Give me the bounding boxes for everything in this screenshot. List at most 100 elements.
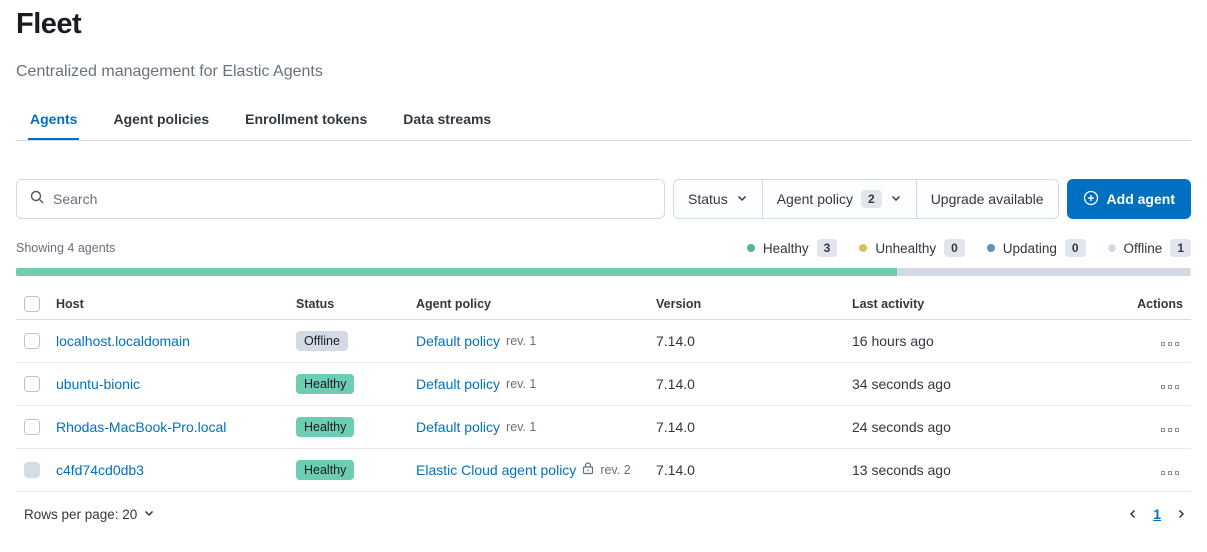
version-value: 7.14.0 [656,376,695,392]
row-checkbox[interactable] [24,376,40,392]
column-header-last-activity: Last activity [852,296,925,311]
legend-count-badge: 3 [816,239,838,257]
column-header-host: Host [56,296,84,311]
tab-agents[interactable]: Agents [28,111,79,140]
search-box[interactable] [16,179,666,219]
filter-group: Status Agent policy 2 Upgrade available [673,179,1059,219]
summary-row: Showing 4 agents Healthy 3 Unhealthy 0 U… [16,239,1191,257]
agent-policy-count-badge: 2 [861,190,882,208]
last-activity-value: 13 seconds ago [852,462,951,478]
tab-data-streams[interactable]: Data streams [403,111,492,127]
host-link[interactable]: ubuntu-bionic [56,376,141,392]
table-row: localhost.localdomain Offline Default po… [16,320,1191,363]
agents-table: Host Status Agent policy Version Last ac… [16,288,1191,492]
row-checkbox[interactable] [24,419,40,435]
table-header-row: Host Status Agent policy Version Last ac… [16,288,1191,320]
last-activity-value: 24 seconds ago [852,419,951,435]
column-header-agent-policy: Agent policy [416,296,492,311]
rows-per-page-button[interactable]: Rows per page: 20 [16,507,155,522]
host-link[interactable]: Rhodas-MacBook-Pro.local [56,419,227,435]
chevron-down-icon [890,191,902,207]
last-activity-value: 34 seconds ago [852,376,951,392]
pagination: 1 [1127,506,1191,522]
table-row: ubuntu-bionic Healthy Default policy rev… [16,363,1191,406]
legend-item-updating: Updating 0 [986,239,1086,257]
table-row: c4fd74cd0db3 Healthy Elastic Cloud agent… [16,449,1191,492]
agents-count-text: Showing 4 agents [16,241,116,255]
toolbar: Status Agent policy 2 Upgrade available [16,179,1191,219]
fleet-page: Fleet Centralized management for Elastic… [16,8,1191,522]
legend-dot [859,244,868,252]
legend-item-offline: Offline 1 [1107,239,1191,257]
row-checkbox-disabled [24,462,40,478]
row-actions-icon[interactable] [1157,467,1183,479]
search-icon [29,189,45,210]
policy-revision: rev. 2 [600,463,631,477]
health-bar-fill [16,268,898,276]
plus-circle-icon [1083,190,1099,209]
legend-label: Offline [1123,240,1163,256]
rows-per-page-label: Rows per page: 20 [24,506,138,522]
agent-policy-filter-button[interactable]: Agent policy 2 [761,180,916,218]
tab-bar: Agents Agent policies Enrollment tokens … [16,111,1191,141]
agent-policy-link[interactable]: Default policy [416,376,501,392]
tab-enrollment-tokens[interactable]: Enrollment tokens [245,111,368,127]
tab-agent-policies[interactable]: Agent policies [113,111,210,127]
add-agent-label: Add agent [1106,191,1175,207]
column-header-version: Version [656,296,702,311]
version-value: 7.14.0 [656,462,695,478]
table-row: Rhodas-MacBook-Pro.local Healthy Default… [16,406,1191,449]
legend-item-healthy: Healthy 3 [746,239,838,257]
column-header-actions: Actions [1137,296,1183,311]
host-link[interactable]: c4fd74cd0db3 [56,462,144,478]
legend-dot [746,244,755,252]
next-page-button[interactable] [1175,508,1187,520]
column-header-status: Status [296,296,335,311]
page-number-1[interactable]: 1 [1153,506,1161,522]
legend-dot [986,244,995,252]
agent-policy-filter-label: Agent policy [776,191,853,207]
chevron-down-icon [736,191,748,207]
row-actions-icon[interactable] [1157,424,1183,436]
agent-policy-link[interactable]: Elastic Cloud agent policy [416,462,577,478]
legend-label: Healthy [762,240,809,256]
policy-revision: rev. 1 [506,334,537,348]
legend-dot [1107,244,1116,252]
status-badge: Healthy [296,374,355,394]
agent-policy-link[interactable]: Default policy [416,419,501,435]
legend-label: Updating [1002,240,1057,256]
policy-revision: rev. 1 [506,420,537,434]
row-actions-icon[interactable] [1157,381,1183,393]
lock-icon [582,462,594,478]
legend-count-badge: 1 [1170,239,1191,257]
host-link[interactable]: localhost.localdomain [56,333,190,349]
row-checkbox[interactable] [24,333,40,349]
add-agent-button[interactable]: Add agent [1066,179,1191,219]
previous-page-button[interactable] [1127,508,1139,520]
select-all-checkbox[interactable] [24,295,40,312]
last-activity-value: 16 hours ago [852,333,934,349]
row-actions-icon[interactable] [1157,338,1183,350]
status-badge: Offline [296,331,348,351]
page-subtitle: Centralized management for Elastic Agent… [16,63,323,80]
agent-health-bar [16,268,1191,276]
version-value: 7.14.0 [656,333,695,349]
legend-count-badge: 0 [944,239,965,257]
version-value: 7.14.0 [656,419,695,435]
status-badge: Healthy [296,460,355,480]
health-legend: Healthy 3 Unhealthy 0 Updating 0 Offline… [746,239,1191,257]
status-badge: Healthy [296,417,355,437]
legend-count-badge: 0 [1064,239,1086,257]
search-input[interactable] [53,191,653,207]
upgrade-available-label: Upgrade available [930,191,1044,207]
policy-revision: rev. 1 [506,377,537,391]
legend-label: Unhealthy [875,240,937,256]
legend-item-unhealthy: Unhealthy 0 [859,239,965,257]
status-filter-button[interactable]: Status [674,180,762,218]
chevron-down-icon [143,507,155,522]
status-filter-label: Status [688,191,728,207]
upgrade-available-filter-button[interactable]: Upgrade available [915,180,1058,218]
agent-policy-link[interactable]: Default policy [416,333,501,349]
table-footer: Rows per page: 20 1 [16,506,1191,522]
page-title: Fleet [16,8,82,40]
